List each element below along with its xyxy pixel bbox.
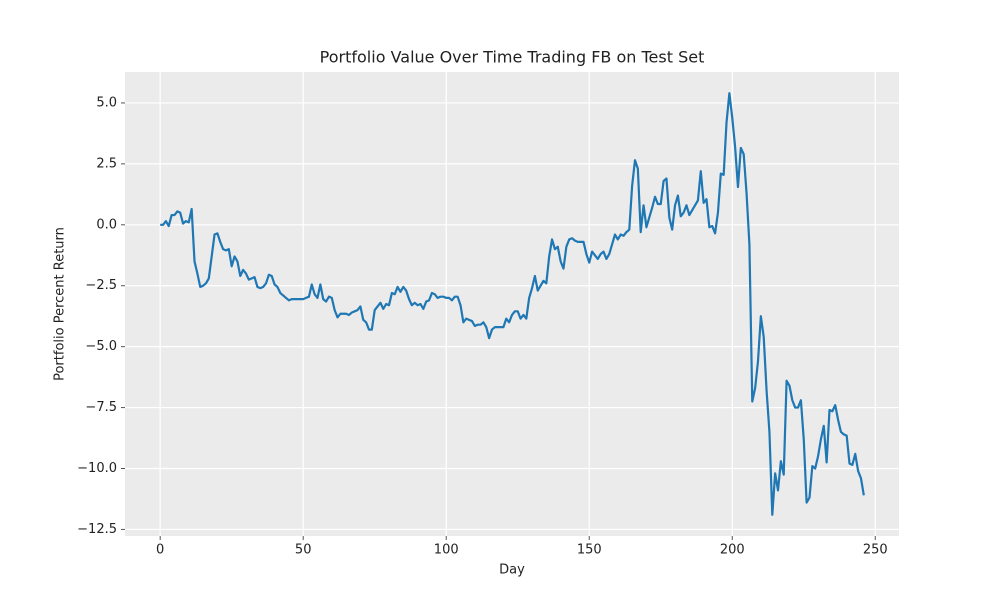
y-tick-label: 0.0 <box>96 217 117 232</box>
x-axis-label: Day <box>499 563 525 578</box>
y-tick-label: 5.0 <box>96 95 117 110</box>
x-tick-label: 50 <box>295 543 312 558</box>
y-tick-label: −12.5 <box>77 522 117 537</box>
x-tick-label: 100 <box>434 543 459 558</box>
data-line <box>160 92 865 516</box>
x-tick-label: 200 <box>720 543 745 558</box>
y-tick-label: 2.5 <box>96 156 117 171</box>
chart-title: Portfolio Value Over Time Trading FB on … <box>320 48 705 67</box>
y-axis-label: Portfolio Percent Return <box>53 227 68 381</box>
y-tick-label: −10.0 <box>77 461 117 476</box>
x-tick-label: 0 <box>156 543 164 558</box>
x-tick-label: 250 <box>863 543 888 558</box>
y-tick-label: −5.0 <box>85 339 117 354</box>
x-tick-label: 150 <box>577 543 602 558</box>
y-tick-label: −7.5 <box>85 400 117 415</box>
y-tick-label: −2.5 <box>85 278 117 293</box>
